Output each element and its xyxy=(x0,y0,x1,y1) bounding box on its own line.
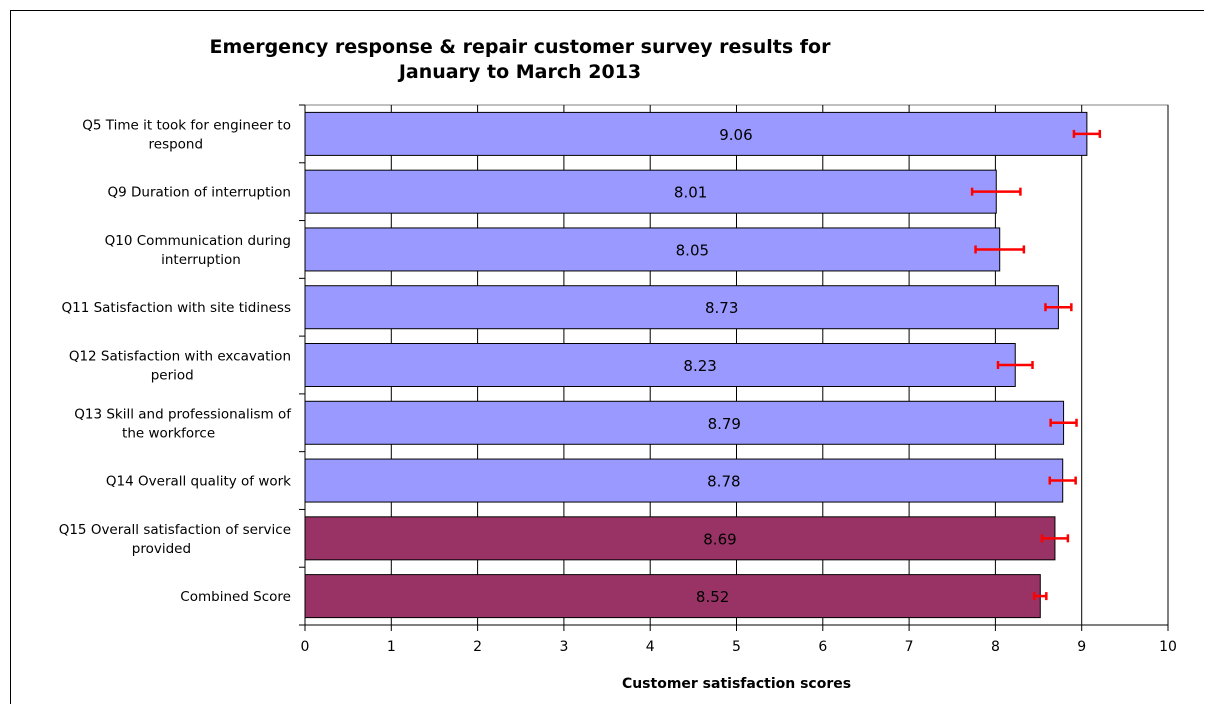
x-tick-label: 8 xyxy=(991,639,1000,655)
category-label: period xyxy=(151,368,194,384)
category-label: Q15 Overall satisfaction of service xyxy=(59,522,291,538)
category-label: interruption xyxy=(161,252,241,268)
data-label: 8.73 xyxy=(705,299,738,317)
x-tick-label: 6 xyxy=(818,639,827,655)
category-label: Q10 Communication during xyxy=(105,233,291,249)
x-tick-label: 9 xyxy=(1077,639,1086,655)
x-tick-label: 0 xyxy=(301,639,310,655)
data-label: 8.01 xyxy=(674,184,707,202)
data-label: 8.52 xyxy=(696,588,729,606)
x-axis-title: Customer satisfaction scores xyxy=(622,676,851,692)
category-label: provided xyxy=(132,541,191,557)
category-label: the workforce xyxy=(122,425,215,441)
x-tick-label: 10 xyxy=(1159,639,1177,655)
x-tick-label: 7 xyxy=(905,639,914,655)
bar xyxy=(304,400,1065,445)
bar xyxy=(304,574,1041,619)
data-label: 8.79 xyxy=(708,415,741,433)
bar xyxy=(304,227,1001,272)
bar xyxy=(304,111,1088,156)
bar xyxy=(304,169,997,214)
category-label: Q9 Duration of interruption xyxy=(108,185,292,201)
category-label: Q5 Time it took for engineer to xyxy=(82,117,291,133)
data-label: 8.69 xyxy=(703,530,736,548)
category-label: Q12 Satisfaction with excavation xyxy=(69,349,291,365)
x-tick-label: 1 xyxy=(387,639,396,655)
category-label: respond xyxy=(149,136,204,152)
bar xyxy=(304,285,1059,330)
x-tick-label: 4 xyxy=(646,639,655,655)
chart-title-line: Emergency response & repair customer sur… xyxy=(210,36,832,58)
category-label: Combined Score xyxy=(180,589,291,605)
data-label: 8.23 xyxy=(683,357,716,375)
chart-frame xyxy=(10,10,1204,704)
x-tick-label: 5 xyxy=(732,639,741,655)
x-tick-label: 2 xyxy=(473,639,482,655)
category-label: Q11 Satisfaction with site tidiness xyxy=(61,300,291,316)
data-label: 9.06 xyxy=(719,126,752,144)
category-label: Q14 Overall quality of work xyxy=(106,474,291,490)
bar xyxy=(304,516,1056,561)
chart-title-line: January to March 2013 xyxy=(397,61,641,83)
bar xyxy=(304,343,1016,387)
data-label: 8.78 xyxy=(707,473,740,491)
x-tick-label: 3 xyxy=(559,639,568,655)
data-label: 8.05 xyxy=(676,241,709,259)
category-label: Q13 Skill and professionalism of xyxy=(74,406,292,422)
bar xyxy=(304,458,1064,503)
